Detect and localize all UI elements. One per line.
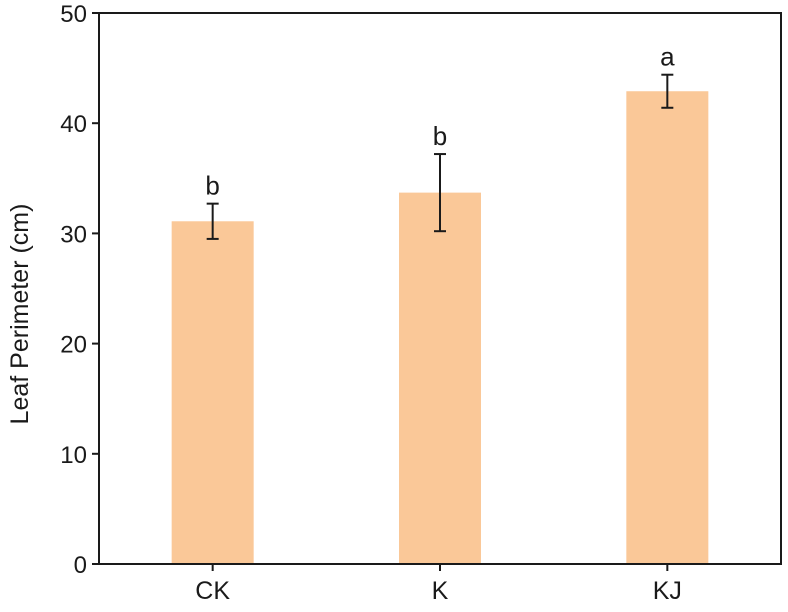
y-tick-label: 40 — [60, 111, 87, 138]
bar-ck — [171, 221, 254, 564]
bar-k — [399, 192, 481, 564]
x-tick-label-ck: CK — [195, 577, 230, 605]
y-tick-label: 10 — [60, 442, 87, 469]
error-bar-kj — [661, 73, 674, 109]
y-tick-label: 50 — [60, 1, 87, 28]
y-tick-label: 20 — [60, 332, 87, 359]
y-axis-title: Leaf Perimeter (cm) — [6, 204, 34, 425]
x-axis: CK K KJ — [195, 564, 682, 605]
significance-label-kj: a — [660, 42, 675, 72]
error-bars-layer — [206, 73, 674, 240]
y-tick-label: 30 — [60, 221, 87, 248]
y-tick-label: 0 — [74, 552, 87, 579]
error-bar-ck — [206, 202, 219, 240]
significance-label-ck: b — [205, 171, 219, 201]
x-tick-label-k: K — [432, 577, 449, 605]
y-axis: 0 10 20 30 40 50 — [60, 1, 99, 579]
x-tick-label-kj: KJ — [653, 577, 682, 605]
significance-labels-layer: b b a — [205, 42, 675, 201]
error-bar-k — [434, 153, 446, 233]
bars-layer — [171, 91, 709, 564]
significance-label-k: b — [433, 121, 447, 151]
bar-kj — [626, 91, 709, 564]
